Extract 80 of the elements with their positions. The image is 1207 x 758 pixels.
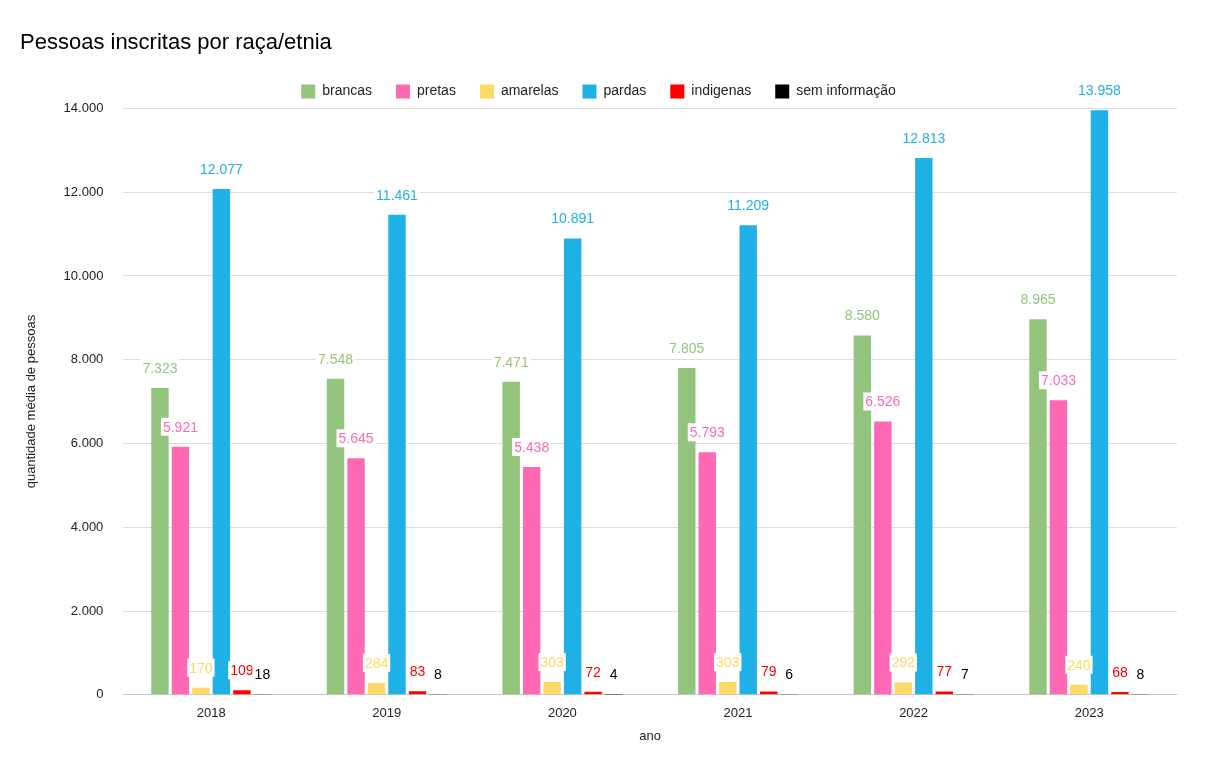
data-label: 109 bbox=[230, 662, 254, 679]
data-label: 284 bbox=[364, 654, 389, 671]
x-tick-label: 2022 bbox=[899, 705, 929, 721]
bar bbox=[1090, 110, 1109, 695]
bar bbox=[894, 682, 913, 695]
bar bbox=[192, 687, 210, 695]
data-label: 10.891 bbox=[551, 210, 595, 227]
bar bbox=[522, 467, 541, 695]
bar bbox=[719, 682, 737, 695]
y-tick-label: 2.000 bbox=[70, 602, 104, 618]
y-tick-label: 4.000 bbox=[70, 518, 104, 534]
data-label: 4 bbox=[609, 666, 618, 683]
data-label: 12.813 bbox=[902, 129, 946, 146]
bar bbox=[1049, 400, 1068, 695]
data-label: 240 bbox=[1067, 656, 1091, 673]
x-tick-label: 2021 bbox=[723, 705, 753, 721]
data-label: 77 bbox=[936, 663, 953, 680]
data-label: 8 bbox=[1136, 666, 1145, 683]
data-label: 11.209 bbox=[727, 197, 770, 214]
data-label: 7.805 bbox=[669, 339, 705, 356]
data-label: 303 bbox=[716, 653, 740, 670]
bar bbox=[347, 458, 365, 695]
chart-title: Pessoas inscritas por raça/etnia bbox=[20, 29, 333, 55]
legend-label: sem informação bbox=[796, 82, 897, 99]
legend-label: brancas bbox=[322, 82, 372, 99]
data-label: 11.461 bbox=[376, 186, 419, 203]
y-tick-label: 10.000 bbox=[63, 267, 104, 283]
y-tick-label: 12.000 bbox=[63, 183, 104, 199]
legend-label: pretas bbox=[416, 82, 456, 99]
bar bbox=[1070, 684, 1088, 695]
data-label: 6 bbox=[785, 666, 794, 683]
bar bbox=[739, 225, 757, 695]
bar bbox=[233, 690, 251, 695]
y-tick-label: 8.000 bbox=[70, 351, 104, 367]
bar bbox=[874, 421, 892, 695]
bar bbox=[760, 691, 778, 695]
data-label: 292 bbox=[891, 654, 916, 671]
data-label: 79 bbox=[760, 663, 777, 680]
x-tick-label: 2020 bbox=[547, 705, 577, 721]
legend-label: indigenas bbox=[691, 82, 752, 99]
legend-label: amarelas bbox=[500, 82, 559, 99]
data-label: 18 bbox=[254, 665, 271, 682]
data-label: 68 bbox=[1112, 663, 1128, 680]
y-tick-label: 6.000 bbox=[70, 435, 104, 451]
y-tick-label: 0 bbox=[96, 686, 104, 702]
data-label: 12.077 bbox=[199, 160, 244, 177]
bar bbox=[388, 214, 406, 695]
data-label: 7.548 bbox=[318, 350, 354, 367]
data-label: 8.965 bbox=[1020, 291, 1056, 308]
bar bbox=[171, 446, 190, 695]
data-label: 5.793 bbox=[689, 424, 725, 441]
x-tick-label: 2018 bbox=[196, 705, 226, 721]
bar bbox=[915, 158, 933, 695]
x-axis-title: ano bbox=[639, 727, 662, 743]
data-label: 8.580 bbox=[844, 307, 881, 324]
data-label: 303 bbox=[540, 653, 565, 670]
data-label: 83 bbox=[409, 663, 426, 680]
data-label: 13.958 bbox=[1078, 82, 1122, 99]
data-label: 7.323 bbox=[142, 359, 178, 376]
data-label: 6.526 bbox=[865, 393, 901, 410]
data-label: 7 bbox=[960, 666, 969, 683]
data-label: 5.645 bbox=[338, 430, 374, 447]
data-label: 7.033 bbox=[1040, 372, 1077, 389]
data-label: 5.921 bbox=[162, 418, 199, 435]
bar bbox=[563, 238, 582, 695]
data-label: 170 bbox=[189, 659, 213, 676]
data-label: 72 bbox=[585, 663, 602, 680]
y-axis-title: quantidade média de pessoas bbox=[23, 314, 39, 489]
data-label: 5.438 bbox=[514, 438, 550, 455]
bar bbox=[367, 682, 386, 695]
bar bbox=[408, 691, 427, 695]
data-label: 7.471 bbox=[493, 353, 529, 370]
bar bbox=[543, 682, 561, 695]
legend-label: pardas bbox=[603, 82, 647, 99]
bar bbox=[698, 452, 716, 695]
x-tick-label: 2023 bbox=[1074, 705, 1104, 721]
x-tick-label: 2019 bbox=[372, 705, 402, 721]
bar bbox=[212, 188, 231, 695]
y-tick-label: 14.000 bbox=[63, 99, 104, 115]
data-label: 8 bbox=[434, 666, 443, 683]
